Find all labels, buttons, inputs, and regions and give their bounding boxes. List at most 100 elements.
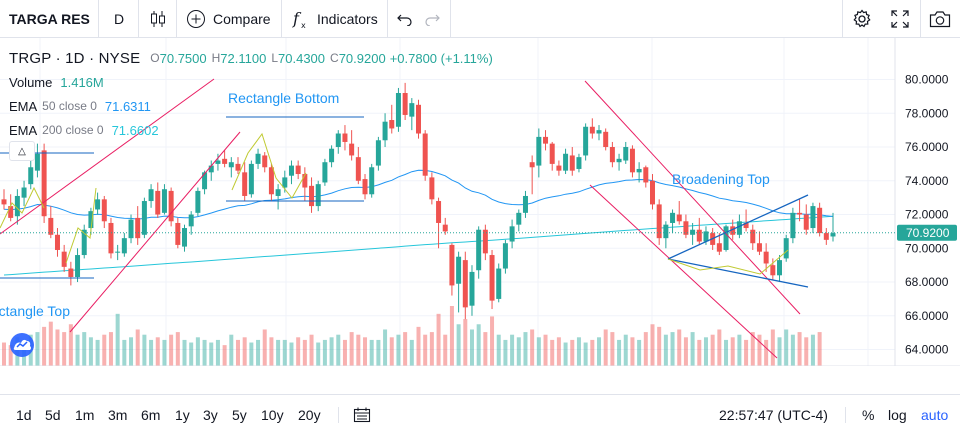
tradingview-logo-icon[interactable] — [8, 333, 36, 357]
volume-bar — [757, 334, 762, 366]
volume-bar — [657, 326, 662, 366]
candle — [369, 163, 375, 198]
candle — [763, 243, 769, 272]
volume-bar — [623, 334, 628, 366]
price-tick-label: 78.0000 — [905, 106, 949, 120]
candle — [482, 224, 488, 261]
candle — [288, 160, 294, 185]
candle-body — [616, 158, 622, 163]
volume-bar — [302, 339, 307, 366]
volume-bar — [55, 329, 60, 366]
candle-body — [676, 214, 682, 222]
zigzag-line — [65, 187, 97, 264]
range-1y[interactable]: 1y — [175, 407, 190, 423]
volume-label: Volume — [9, 74, 53, 90]
candle-body — [462, 260, 468, 308]
candle — [823, 228, 829, 245]
screenshot-button[interactable] — [929, 0, 951, 38]
chart-style-button[interactable] — [150, 0, 166, 38]
candle — [215, 153, 221, 171]
rectangle-bottom-label[interactable]: Rectangle Bottom — [228, 90, 340, 106]
calendar-icon — [353, 407, 371, 423]
redo-button[interactable] — [424, 0, 440, 38]
range-1d[interactable]: 1d — [16, 407, 32, 423]
volume-bar — [2, 342, 6, 366]
broadening-top-label[interactable]: Broadening Top — [672, 171, 770, 187]
candle-body — [202, 172, 208, 190]
candle-body — [115, 251, 121, 253]
fullscreen-button[interactable] — [891, 0, 909, 38]
volume-bar — [389, 337, 394, 366]
bottom-divider-right — [845, 407, 846, 423]
volume-bar — [316, 342, 321, 366]
chart-area[interactable]: 80.0000 78.0000 76.0000 74.0000 72.0000 70.00… — [0, 38, 960, 366]
rectangle-top-label-clip[interactable]: Rectangle Top — [0, 303, 70, 319]
candle-body — [108, 222, 114, 254]
candle — [603, 128, 609, 151]
range-20y[interactable]: 20y — [298, 407, 321, 423]
candle — [8, 194, 14, 222]
symbol-search-button[interactable]: TARGA RES — [9, 0, 90, 38]
candle — [596, 125, 602, 141]
candle-body — [629, 148, 635, 173]
volume-bar — [490, 316, 495, 366]
candle — [409, 98, 415, 131]
price-tick-label: 74.0000 — [905, 174, 949, 188]
volume-bar — [790, 334, 795, 366]
percent-scale-button[interactable]: % — [862, 407, 875, 423]
volume-bar — [710, 334, 715, 366]
candle — [756, 231, 762, 256]
candle-body — [777, 260, 783, 276]
volume-bar — [703, 337, 708, 366]
candle — [195, 187, 201, 217]
range-5d[interactable]: 5d — [45, 407, 61, 423]
volume-bar — [603, 329, 608, 366]
interval-button[interactable]: D — [114, 0, 124, 38]
range-3y[interactable]: 3y — [203, 407, 218, 423]
legend-symbol[interactable]: TRGP · 1D · NYSE — [9, 49, 141, 67]
candle — [543, 130, 549, 151]
legend-collapse-button[interactable]: △ — [9, 141, 35, 161]
settings-button[interactable] — [852, 0, 872, 38]
volume-bar — [182, 339, 187, 366]
candle — [202, 170, 208, 195]
ema50-legend-row[interactable]: EMA 50 close 0 71.6311 — [9, 94, 493, 118]
range-5y[interactable]: 5y — [232, 407, 247, 423]
price-chart[interactable]: 80.0000 78.0000 76.0000 74.0000 72.0000 70.00… — [0, 38, 960, 366]
volume-bar — [209, 342, 214, 366]
candle-body — [609, 147, 615, 163]
candle-body — [502, 243, 508, 269]
auto-scale-button[interactable]: auto — [921, 407, 949, 423]
candle — [442, 217, 448, 235]
candle — [643, 165, 649, 188]
candle-body — [248, 163, 254, 195]
range-3m[interactable]: 3m — [108, 407, 128, 423]
range-1m[interactable]: 1m — [75, 407, 95, 423]
channel-line — [589, 184, 778, 359]
candle-body — [543, 136, 549, 144]
range-10y[interactable]: 10y — [261, 407, 284, 423]
change-value: +0.7800 (+1.11%) — [389, 50, 493, 66]
candle-body — [1, 199, 7, 205]
symbol-name: TARGA RES — [9, 11, 90, 27]
candle-body — [61, 251, 67, 267]
ema50-value: 71.6311 — [104, 98, 151, 114]
symbol-legend-row: TRGP · 1D · NYSE O 70.7500 H 72.1100 L 7… — [9, 46, 493, 70]
ema200-legend-row[interactable]: EMA 200 close 0 71.6602 — [9, 118, 493, 142]
volume-bar — [48, 321, 53, 366]
compare-button[interactable]: Compare — [186, 0, 271, 38]
goto-date-button[interactable] — [353, 397, 371, 433]
volume-bar — [630, 337, 635, 366]
candle — [429, 172, 435, 205]
clock[interactable]: 22:57:47 (UTC-4) — [719, 407, 828, 423]
volume-bar — [95, 339, 100, 366]
candle — [743, 209, 749, 232]
candle-body — [208, 165, 214, 173]
log-scale-button[interactable]: log — [888, 407, 907, 423]
undo-button[interactable] — [397, 0, 413, 38]
candle-body — [161, 189, 167, 213]
range-6m[interactable]: 6m — [141, 407, 161, 423]
volume-legend-row[interactable]: Volume 1.416M — [9, 70, 493, 94]
candle-body — [469, 271, 475, 306]
